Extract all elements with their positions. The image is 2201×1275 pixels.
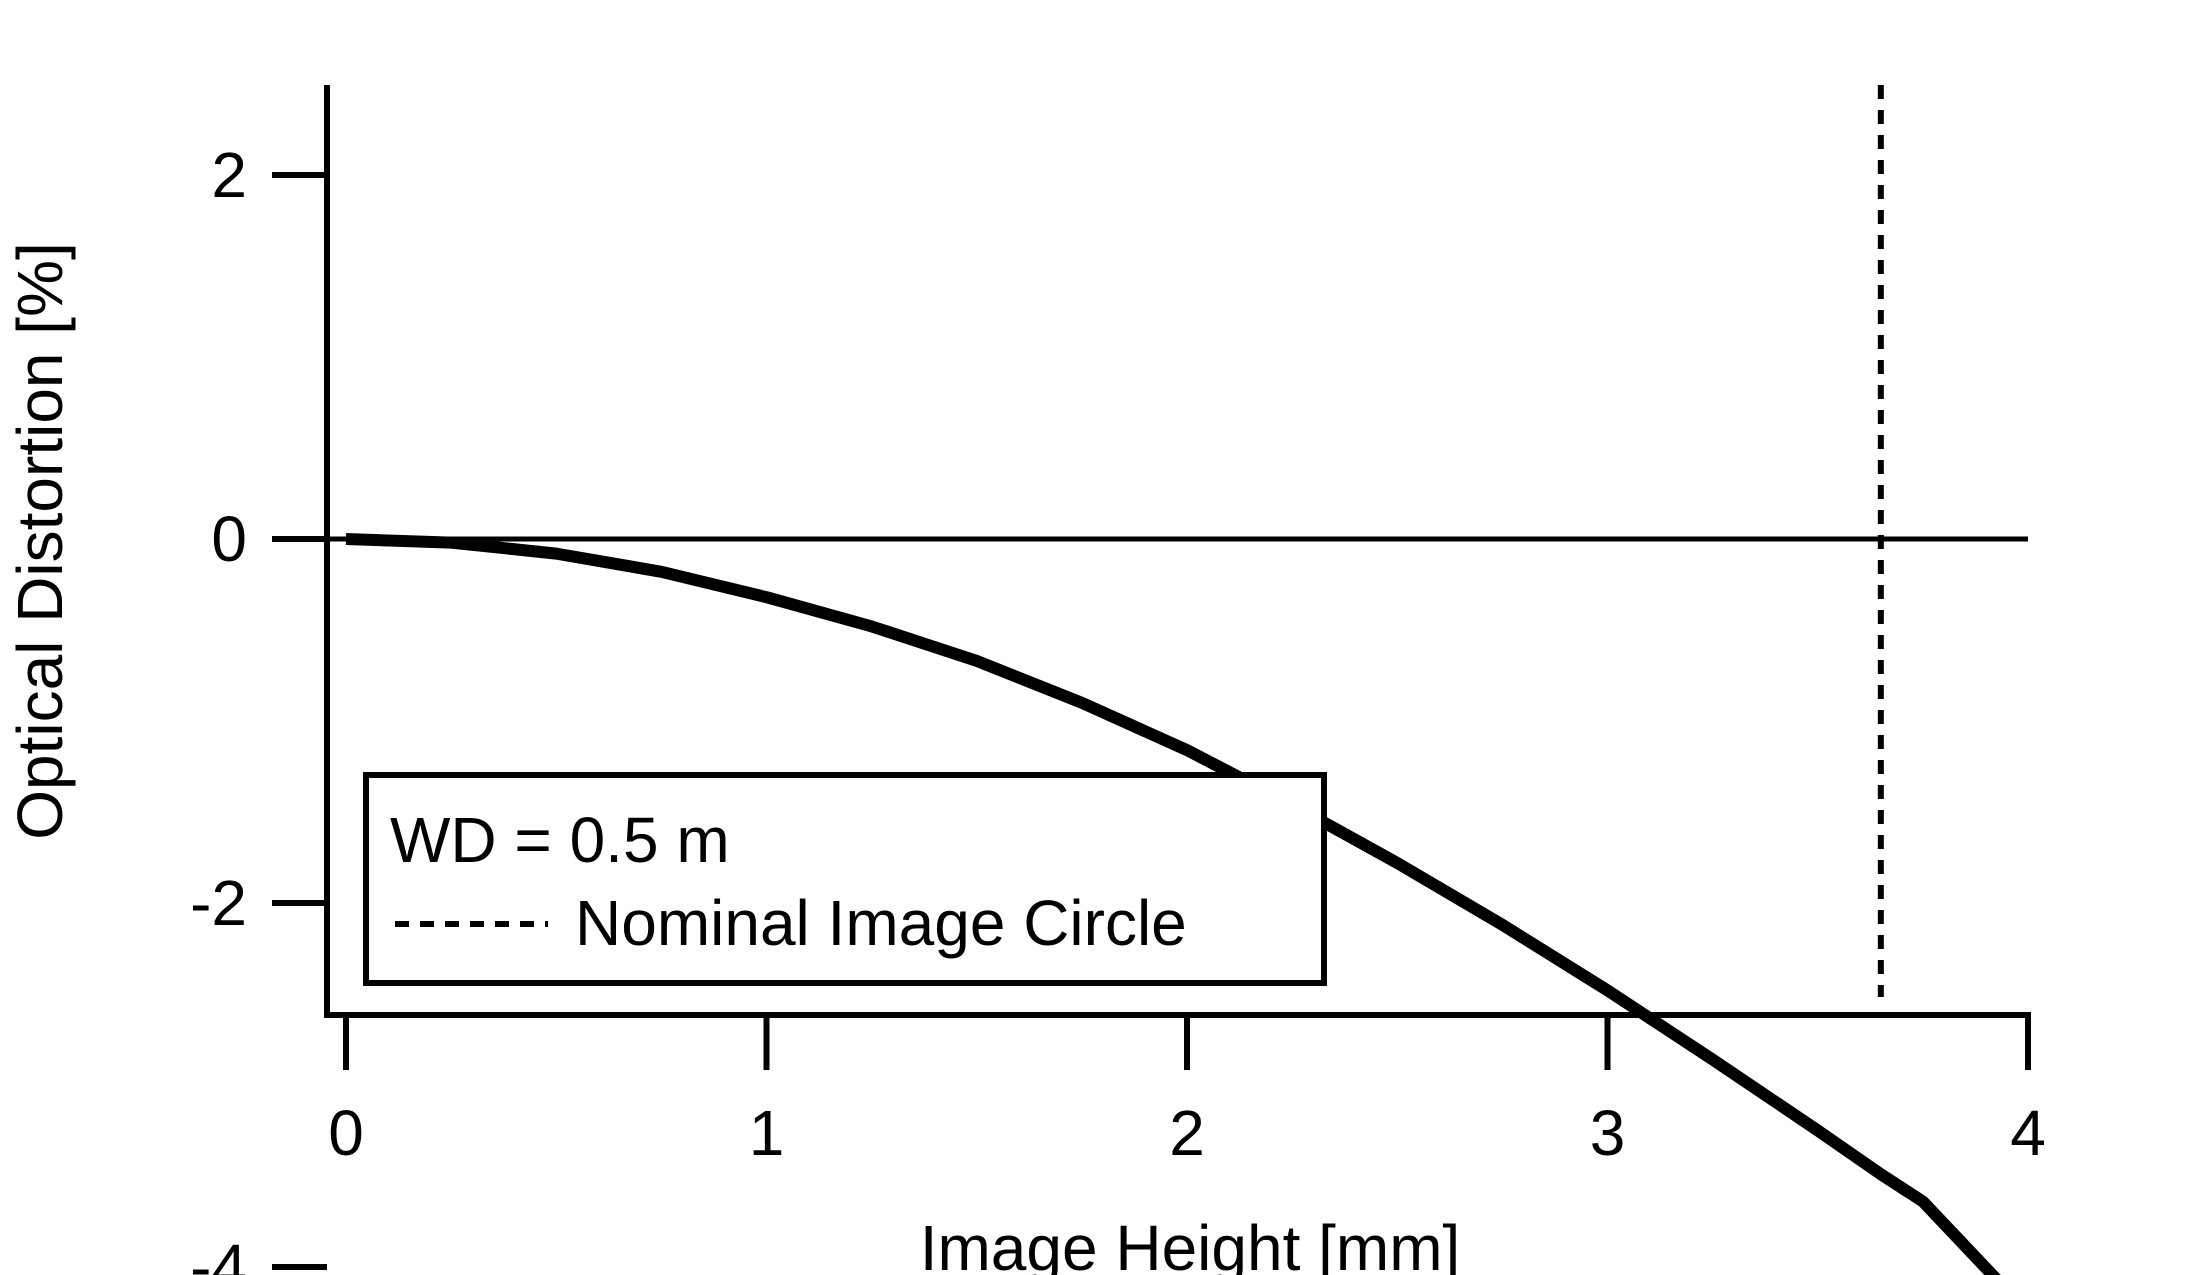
legend-box — [363, 772, 1327, 986]
y-tick-label: -2 — [190, 867, 247, 939]
y-tick-label: -4 — [190, 1231, 247, 1275]
y-tick-label: 0 — [211, 503, 247, 575]
y-axis-title: Optical Distortion [%] — [4, 242, 76, 840]
x-tick-label: 0 — [328, 1097, 364, 1169]
x-axis-title: Image Height [mm] — [920, 1212, 1461, 1275]
y-tick-label: 2 — [211, 139, 247, 211]
legend-label-series: WD = 0.5 m — [390, 804, 730, 876]
legend: WD = 0.5 m Nominal Image Circle — [363, 772, 1327, 986]
x-tick-label: 2 — [1169, 1097, 1205, 1169]
x-tick-label: 4 — [2010, 1097, 2046, 1169]
x-tick-label: 1 — [749, 1097, 785, 1169]
axes-layer: -4-202401234 — [190, 85, 2046, 1275]
legend-label-image-circle: Nominal Image Circle — [575, 887, 1187, 959]
x-tick-label: 3 — [1590, 1097, 1626, 1169]
